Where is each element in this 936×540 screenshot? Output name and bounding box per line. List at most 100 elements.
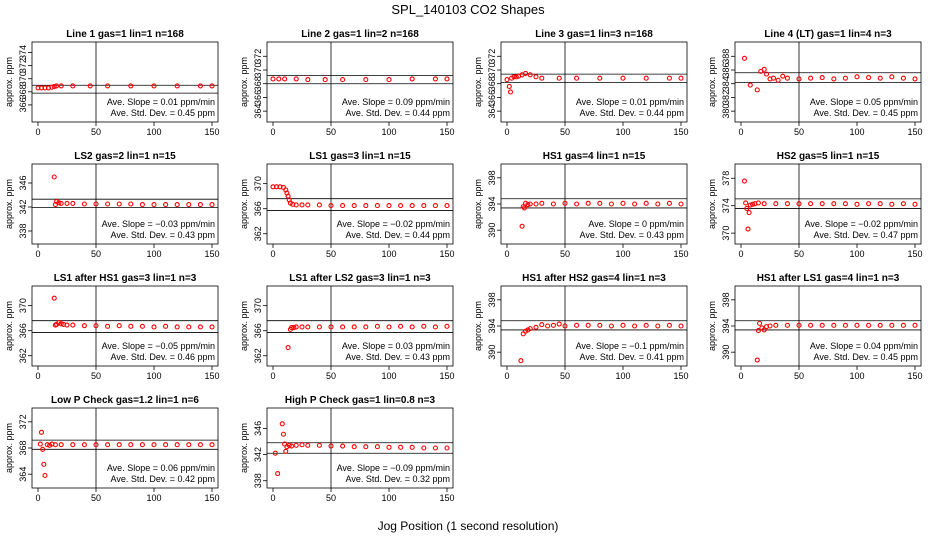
y-tick-label: 368 bbox=[253, 76, 263, 91]
data-point bbox=[539, 200, 545, 206]
data-point bbox=[105, 83, 111, 89]
data-point bbox=[757, 320, 763, 326]
data-point bbox=[678, 323, 684, 329]
data-point bbox=[808, 322, 814, 328]
y-tick-label: 372 bbox=[487, 49, 497, 64]
panel-14: High P Check gas=1 lin=0.8 n=3 338 342 346 0… bbox=[239, 395, 455, 503]
data-point bbox=[116, 201, 122, 207]
y-tick-label: 398 bbox=[487, 170, 497, 185]
data-point bbox=[398, 203, 404, 209]
data-point bbox=[866, 322, 872, 328]
x-tick-label: 0 bbox=[504, 249, 509, 259]
data-point bbox=[432, 76, 438, 82]
panel-title: High P Check gas=1 lin=0.8 n=3 bbox=[285, 395, 436, 406]
data-point bbox=[340, 203, 346, 209]
y-tick-label: 368 bbox=[18, 440, 28, 455]
panel-7: HS1 gas=4 lin=1 n=15 390 394 398 0 50 100 150 ap… bbox=[473, 151, 689, 259]
data-point bbox=[374, 323, 380, 329]
x-tick-label: 100 bbox=[615, 249, 630, 259]
data-point bbox=[556, 321, 562, 327]
data-point bbox=[550, 322, 556, 328]
x-tick-label: 100 bbox=[615, 371, 630, 381]
data-point bbox=[299, 442, 305, 448]
data-point bbox=[796, 201, 802, 207]
data-point bbox=[550, 201, 556, 207]
y-axis-label: approx. ppm bbox=[4, 179, 14, 229]
data-point bbox=[754, 357, 760, 363]
data-point bbox=[775, 77, 781, 83]
slope-annotation: Ave. Slope = 0.03 ppm/min bbox=[342, 341, 450, 351]
data-point bbox=[432, 203, 438, 209]
data-point bbox=[328, 324, 334, 330]
data-point bbox=[374, 203, 380, 209]
y-axis-label: approx. ppm bbox=[473, 301, 483, 351]
data-point bbox=[285, 345, 291, 351]
std-dev-annotation: Ave. Std. Dev. = 0.43 ppm bbox=[580, 230, 684, 240]
y-tick-label: 342 bbox=[253, 447, 263, 462]
std-dev-annotation: Ave. Std. Dev. = 0.45 ppm bbox=[111, 108, 215, 118]
data-point bbox=[64, 322, 70, 328]
x-tick-label: 50 bbox=[91, 249, 101, 259]
y-tick-label: 398 bbox=[721, 292, 731, 307]
data-point bbox=[272, 450, 278, 456]
data-point bbox=[620, 200, 626, 206]
y-tick-label: 366 bbox=[18, 97, 28, 112]
slope-annotation: Ave. Slope = 0.01 ppm/min bbox=[576, 97, 684, 107]
data-point bbox=[773, 322, 779, 328]
data-point bbox=[293, 324, 299, 330]
data-point bbox=[38, 429, 45, 435]
data-point bbox=[81, 323, 87, 329]
data-point bbox=[128, 323, 134, 329]
data-point bbox=[174, 83, 180, 89]
data-point bbox=[51, 295, 57, 301]
data-point bbox=[363, 444, 369, 450]
x-tick-label: 50 bbox=[794, 249, 804, 259]
x-tick-label: 0 bbox=[270, 127, 275, 137]
data-point bbox=[632, 323, 638, 329]
data-point bbox=[767, 323, 773, 329]
x-tick-label: 50 bbox=[91, 493, 101, 503]
data-point bbox=[444, 445, 450, 451]
slope-annotation: Ave. Slope = 0.05 ppm/min bbox=[810, 97, 918, 107]
std-dev-annotation: Ave. Std. Dev. = 0.45 ppm bbox=[814, 352, 918, 362]
data-point bbox=[316, 202, 322, 208]
std-dev-annotation: Ave. Std. Dev. = 0.41 ppm bbox=[580, 352, 684, 362]
data-point bbox=[444, 76, 450, 82]
data-point bbox=[270, 76, 276, 82]
slope-annotation: Ave. Slope = −0.03 ppm/min bbox=[102, 219, 215, 229]
x-tick-label: 100 bbox=[146, 249, 161, 259]
data-point bbox=[842, 201, 848, 207]
y-tick-label: 368 bbox=[18, 84, 28, 99]
x-tick-label: 100 bbox=[146, 493, 161, 503]
data-point bbox=[386, 324, 392, 330]
data-point bbox=[139, 202, 145, 208]
y-axis-label: approx. ppm bbox=[239, 57, 249, 107]
x-tick-label: 100 bbox=[849, 371, 864, 381]
data-point bbox=[842, 322, 848, 328]
x-tick-label: 50 bbox=[794, 371, 804, 381]
y-axis-label: approx. ppm bbox=[4, 301, 14, 351]
x-tick-label: 100 bbox=[381, 249, 396, 259]
plot-frame bbox=[31, 163, 219, 245]
data-point bbox=[533, 74, 539, 80]
data-point bbox=[770, 75, 777, 81]
data-point bbox=[70, 322, 76, 328]
data-point bbox=[562, 200, 568, 206]
std-dev-annotation: Ave. Std. Dev. = 0.47 ppm bbox=[814, 230, 918, 240]
data-point bbox=[398, 444, 404, 450]
data-point bbox=[525, 202, 531, 208]
data-point bbox=[796, 76, 802, 82]
y-tick-label: 390 bbox=[487, 345, 497, 360]
data-point bbox=[912, 322, 918, 328]
data-point bbox=[761, 201, 767, 207]
data-point bbox=[620, 75, 626, 81]
panel-4: Line 4 (LT) gas=1 lin=4 n=3 3803823843863… bbox=[707, 29, 923, 137]
data-point bbox=[643, 200, 649, 206]
data-point bbox=[51, 84, 57, 90]
std-dev-annotation: Ave. Std. Dev. = 0.46 ppm bbox=[111, 352, 215, 362]
panel-title: Line 1 gas=1 lin=1 n=168 bbox=[66, 29, 184, 40]
data-point bbox=[750, 201, 756, 207]
y-tick-label: 372 bbox=[18, 58, 28, 73]
